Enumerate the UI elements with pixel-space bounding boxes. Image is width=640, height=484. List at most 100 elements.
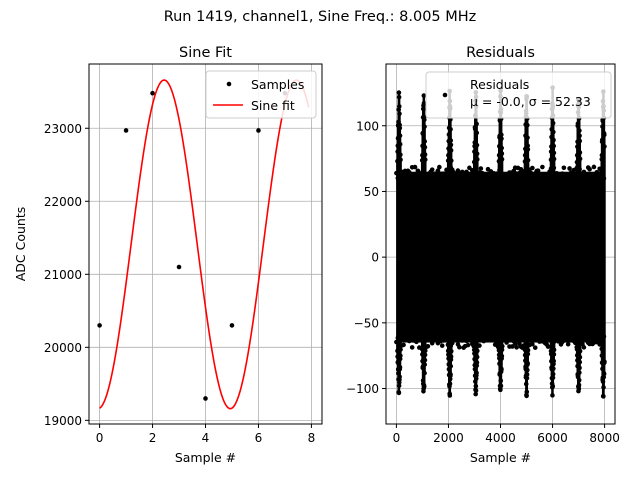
residual-point bbox=[396, 94, 402, 100]
residual-point bbox=[415, 168, 421, 174]
residuals-xtick-label: 0 bbox=[393, 431, 401, 445]
sine-fit-plot-area bbox=[97, 79, 310, 410]
residual-point bbox=[397, 111, 402, 117]
residual-point bbox=[409, 345, 415, 350]
residual-point bbox=[464, 338, 469, 344]
residual-point bbox=[422, 139, 428, 144]
residual-point bbox=[422, 124, 427, 129]
residual-point bbox=[577, 359, 583, 365]
residual-point bbox=[567, 166, 572, 171]
residual-point bbox=[448, 127, 453, 132]
residual-point bbox=[601, 394, 606, 399]
sine-fit-ytick-label: 19000 bbox=[44, 414, 82, 428]
residuals-panel: Residuals 0 2000 4000 6000 8000 −100 −50 0 50 100… bbox=[346, 45, 620, 465]
residual-point bbox=[459, 338, 465, 343]
residual-point bbox=[474, 360, 480, 365]
residuals-ytick-label: −100 bbox=[346, 382, 379, 396]
residuals-xtick-label: 2000 bbox=[433, 431, 464, 445]
residual-point bbox=[601, 371, 607, 377]
residual-point bbox=[435, 168, 441, 173]
residual-point bbox=[577, 156, 583, 162]
residual-point bbox=[474, 121, 479, 127]
residual-point bbox=[577, 138, 583, 144]
sine-fit-ytick-label: 21000 bbox=[44, 268, 82, 282]
residuals-axes-frame bbox=[385, 63, 616, 425]
residual-point bbox=[577, 128, 582, 133]
residual-point bbox=[581, 345, 587, 350]
residual-point bbox=[576, 377, 582, 383]
residual-point bbox=[490, 333, 495, 339]
residual-point bbox=[397, 141, 403, 147]
residual-point bbox=[439, 343, 445, 348]
residual-point bbox=[422, 144, 428, 150]
residual-point bbox=[525, 360, 530, 366]
residual-point bbox=[474, 354, 480, 360]
residual-point bbox=[577, 348, 583, 354]
residual-point bbox=[464, 169, 469, 175]
sine-fit-xtick-label: 6 bbox=[255, 431, 263, 445]
residual-point bbox=[577, 370, 582, 375]
residual-point bbox=[421, 100, 427, 106]
sine-fit-legend: Samples Sine fit bbox=[205, 70, 317, 119]
residual-point bbox=[478, 166, 484, 171]
residual-point bbox=[525, 367, 530, 373]
sine-fit-grid bbox=[89, 64, 322, 424]
residual-point bbox=[422, 157, 428, 162]
residual-point bbox=[468, 176, 474, 182]
residual-point bbox=[492, 177, 498, 182]
residual-point bbox=[555, 339, 561, 344]
residual-point bbox=[514, 345, 519, 350]
residual-point bbox=[422, 370, 427, 376]
residual-point bbox=[535, 168, 541, 174]
residual-point bbox=[499, 156, 505, 162]
residuals-ticks: 0 2000 4000 6000 8000 −100 −50 0 50 100 bbox=[346, 119, 620, 445]
residual-point bbox=[525, 351, 531, 357]
residual-point bbox=[524, 389, 530, 395]
sample-point bbox=[203, 396, 208, 401]
residual-point bbox=[474, 370, 479, 376]
residual-point bbox=[581, 169, 587, 175]
residuals-xtick-label: 6000 bbox=[537, 431, 568, 445]
residual-point bbox=[487, 175, 492, 180]
residual-point bbox=[525, 143, 530, 149]
residual-point bbox=[499, 367, 504, 372]
residual-point bbox=[468, 334, 474, 339]
residual-point bbox=[474, 130, 480, 136]
residuals-plot-area bbox=[394, 85, 607, 399]
residual-point bbox=[412, 164, 418, 170]
residual-point bbox=[422, 357, 428, 363]
residual-point bbox=[584, 334, 590, 340]
residual-point bbox=[475, 157, 480, 162]
residual-point bbox=[414, 339, 419, 345]
sample-point bbox=[176, 264, 182, 270]
residual-point bbox=[474, 142, 480, 148]
residual-point bbox=[584, 173, 590, 178]
residual-point bbox=[425, 343, 431, 349]
sine-fit-ytick-label: 20000 bbox=[44, 341, 82, 355]
residual-point bbox=[538, 332, 544, 338]
residual-point bbox=[551, 352, 557, 357]
sample-point bbox=[97, 323, 102, 328]
residual-point bbox=[531, 176, 537, 182]
residual-point bbox=[525, 147, 531, 152]
residual-point bbox=[432, 333, 438, 339]
residual-point bbox=[401, 342, 406, 348]
residual-point bbox=[499, 145, 504, 151]
legend-marker-samples bbox=[226, 81, 232, 87]
residual-point bbox=[577, 133, 582, 139]
residual-point bbox=[560, 339, 565, 345]
residual-point bbox=[432, 171, 438, 177]
residual-point bbox=[524, 375, 530, 381]
residual-point bbox=[396, 90, 402, 95]
residual-point bbox=[447, 393, 453, 398]
residual-point bbox=[594, 170, 600, 175]
residual-point bbox=[531, 337, 537, 342]
sine-fit-axes-frame bbox=[88, 63, 323, 425]
legend-marker-residuals bbox=[442, 92, 448, 98]
residual-point bbox=[576, 382, 582, 388]
residual-point bbox=[473, 391, 478, 397]
residual-point bbox=[499, 136, 504, 141]
sine-fit-ytick-label: 22000 bbox=[44, 195, 82, 209]
residual-point bbox=[525, 347, 531, 353]
